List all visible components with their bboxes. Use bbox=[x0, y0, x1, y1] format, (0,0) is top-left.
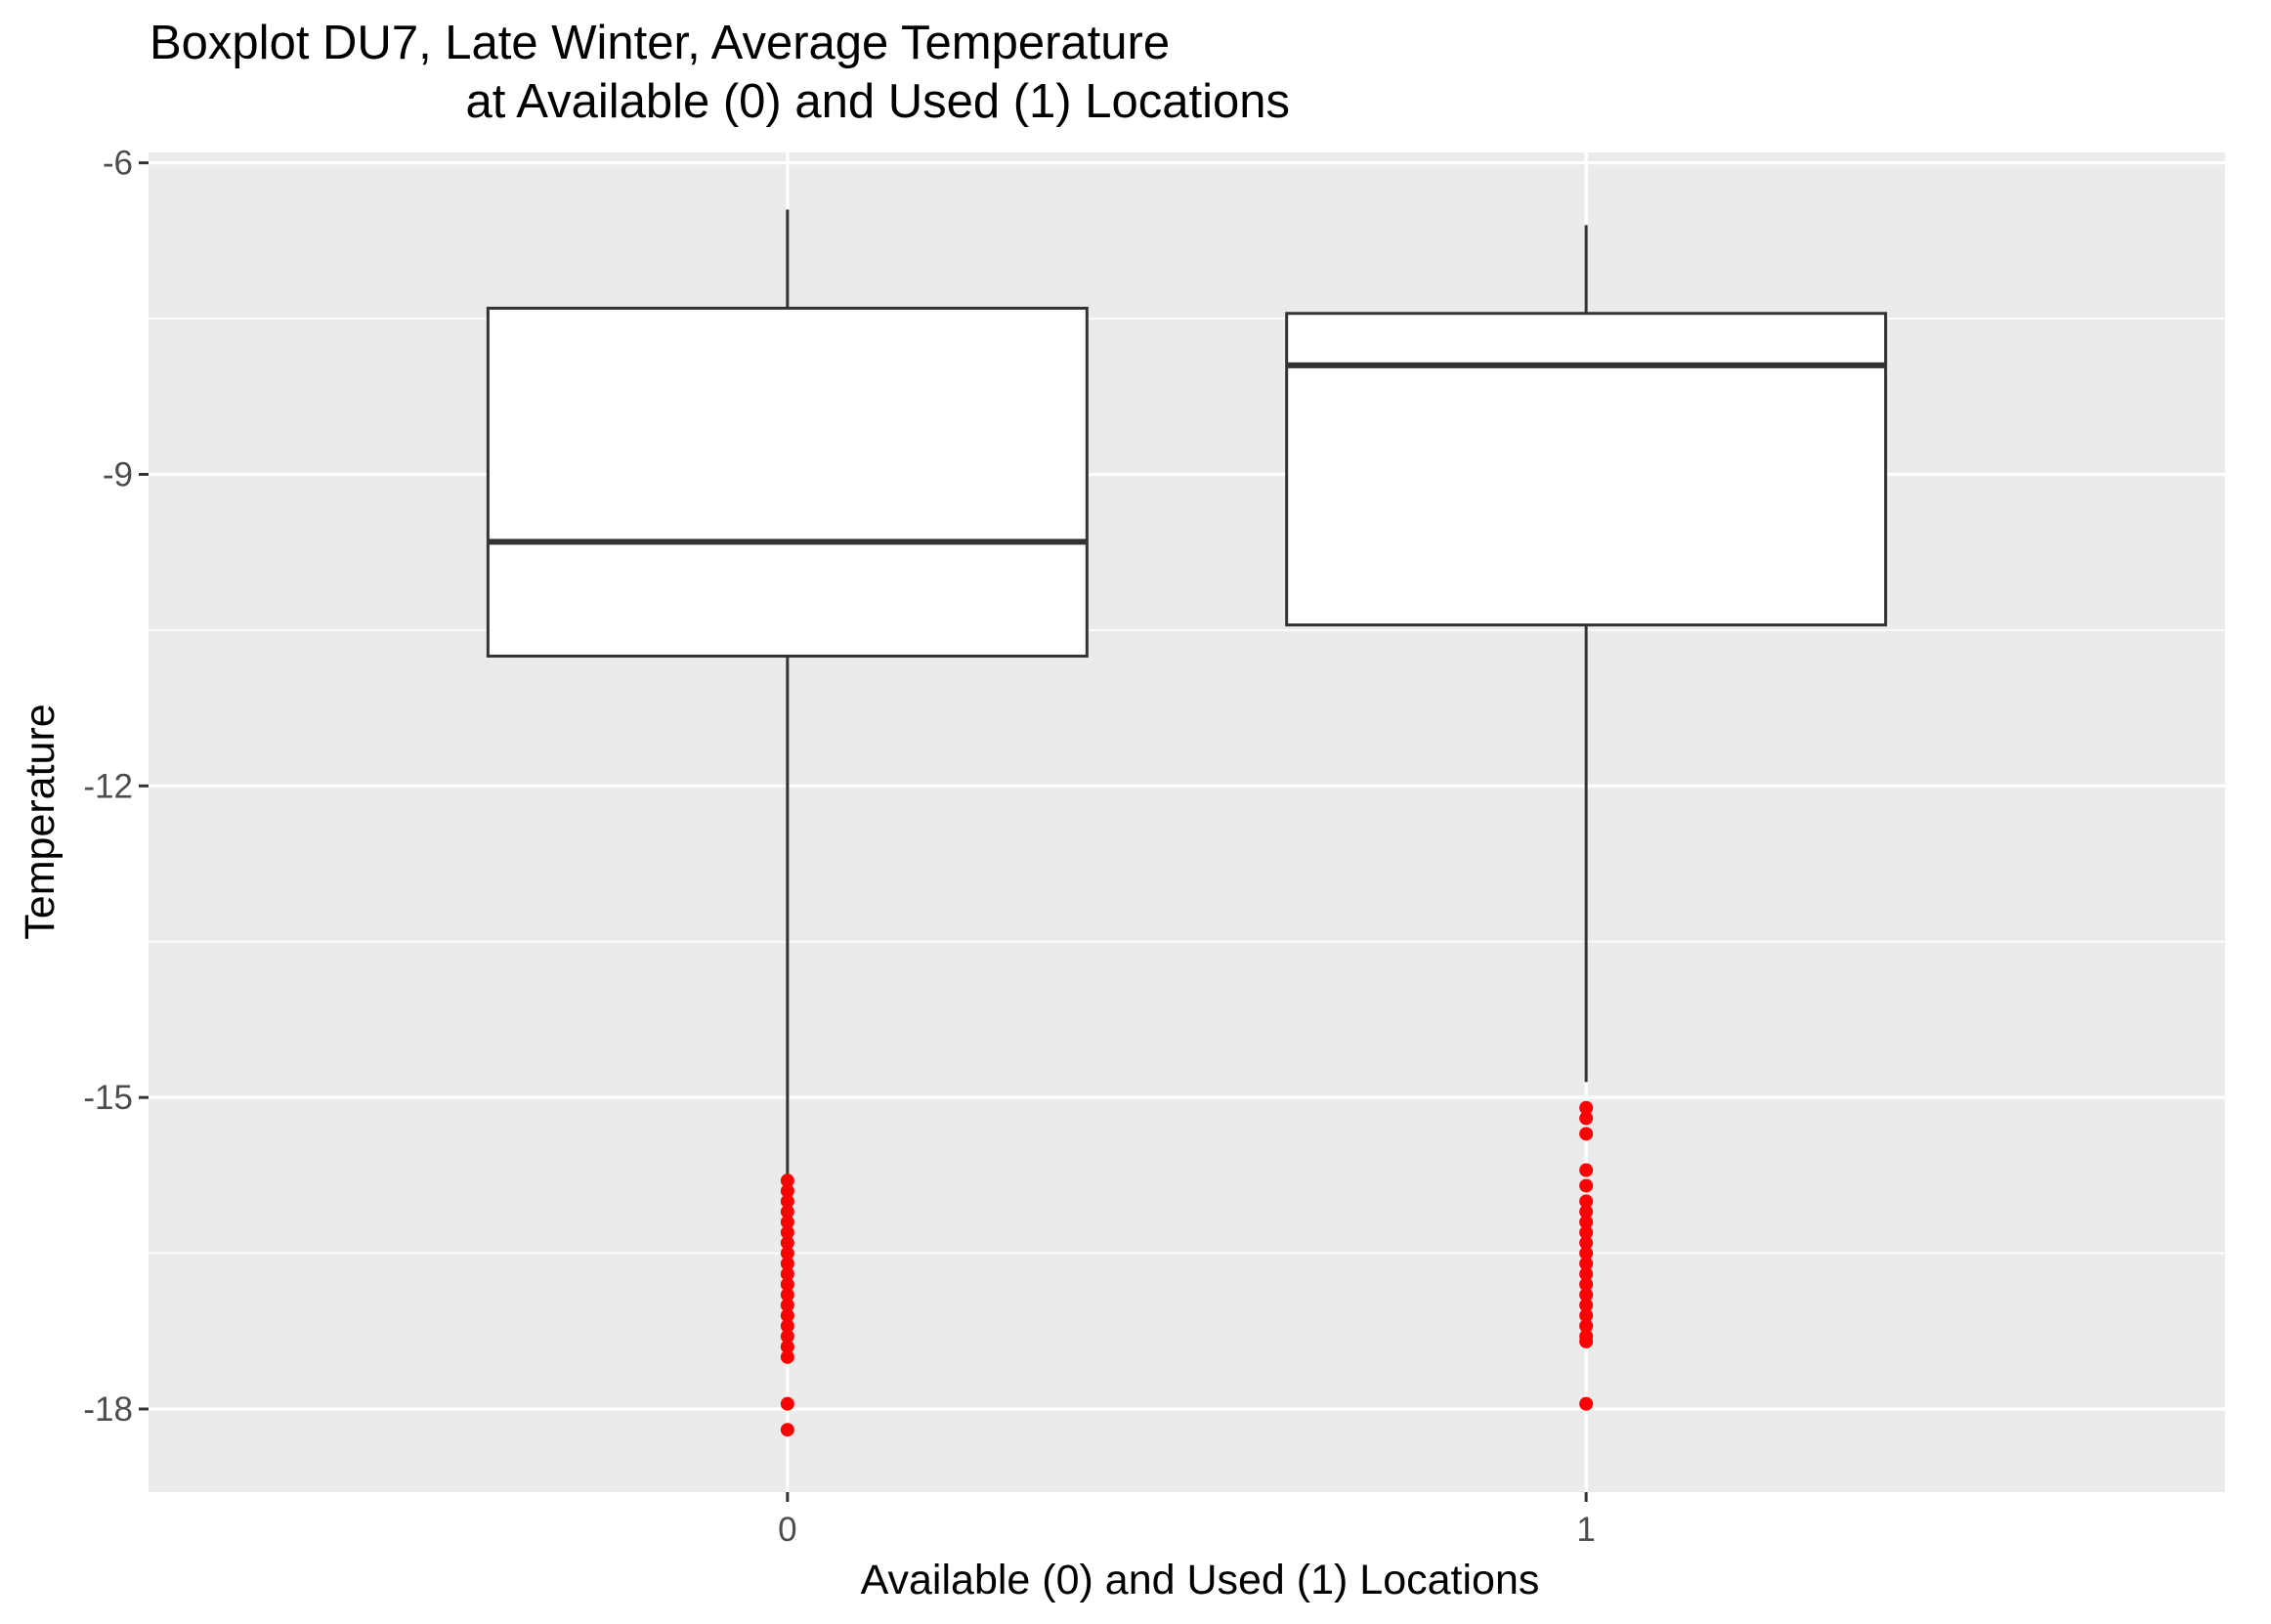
outlier-point bbox=[1579, 1205, 1594, 1219]
outlier-point bbox=[1579, 1266, 1594, 1281]
outlier-point bbox=[1579, 1298, 1594, 1312]
outlier-point bbox=[1579, 1246, 1594, 1261]
plot-panel bbox=[149, 152, 2225, 1492]
outlier-point bbox=[1579, 1308, 1594, 1323]
outlier-point bbox=[780, 1423, 794, 1437]
outlier-point bbox=[780, 1266, 794, 1281]
outlier-point bbox=[780, 1215, 794, 1229]
box-group-1 bbox=[1285, 225, 1888, 1083]
outlier-point bbox=[1579, 1100, 1594, 1115]
outlier-point bbox=[780, 1308, 794, 1323]
outlier-point bbox=[1579, 1111, 1594, 1126]
boxes bbox=[486, 209, 1888, 1175]
outlier-point bbox=[1579, 1318, 1594, 1333]
outlier-point bbox=[1579, 1127, 1594, 1141]
y-tick-label: -15 bbox=[83, 1079, 133, 1117]
outlier-point bbox=[1579, 1257, 1594, 1271]
outlier-point bbox=[780, 1277, 794, 1292]
outlier-point bbox=[1579, 1178, 1594, 1193]
chart-title-line: at Available (0) and Used (1) Locations bbox=[466, 75, 1290, 128]
outlier-point bbox=[1579, 1225, 1594, 1240]
y-axis: -6 -9 -12 -15 -18 bbox=[83, 145, 149, 1429]
outlier-point bbox=[780, 1349, 794, 1364]
outlier-point bbox=[1579, 1334, 1594, 1348]
outlier-point bbox=[780, 1225, 794, 1240]
outlier-point bbox=[1579, 1288, 1594, 1303]
outlier-point bbox=[780, 1194, 794, 1209]
y-axis-title: Temperature bbox=[17, 704, 64, 939]
outlier-point bbox=[1579, 1277, 1594, 1292]
outlier-point bbox=[1579, 1215, 1594, 1229]
x-axis-title: Available (0) and Used (1) Locations bbox=[861, 1557, 1540, 1603]
chart-title: Boxplot DU7, Late Winter, Average Temper… bbox=[150, 17, 1290, 128]
outlier-point bbox=[780, 1257, 794, 1271]
outlier-points bbox=[780, 1100, 1594, 1437]
outlier-point bbox=[780, 1396, 794, 1411]
outlier-point bbox=[780, 1246, 794, 1261]
y-tick-label: -9 bbox=[103, 455, 133, 493]
outlier-point bbox=[1579, 1163, 1594, 1177]
outlier-point bbox=[780, 1205, 794, 1219]
outlier-point bbox=[780, 1183, 794, 1198]
box-group-0 bbox=[486, 209, 1089, 1175]
y-tick-label: -6 bbox=[103, 145, 133, 183]
outlier-point bbox=[780, 1235, 794, 1250]
outlier-point bbox=[780, 1288, 794, 1303]
outlier-point bbox=[780, 1329, 794, 1344]
x-tick-label: 0 bbox=[778, 1511, 796, 1549]
y-tick-label: -18 bbox=[83, 1390, 133, 1429]
outlier-point bbox=[780, 1318, 794, 1333]
box-iqr bbox=[1285, 312, 1888, 627]
outlier-point bbox=[1579, 1194, 1594, 1209]
outlier-point bbox=[780, 1298, 794, 1312]
chart-title-line: Boxplot DU7, Late Winter, Average Temper… bbox=[150, 17, 1170, 69]
box-iqr bbox=[486, 306, 1089, 658]
outlier-point bbox=[780, 1174, 794, 1188]
x-tick-label: 1 bbox=[1576, 1511, 1595, 1549]
outlier-point bbox=[1579, 1396, 1594, 1411]
outlier-point bbox=[1579, 1235, 1594, 1250]
outlier-point bbox=[780, 1340, 794, 1354]
y-tick-label: -12 bbox=[83, 767, 133, 805]
